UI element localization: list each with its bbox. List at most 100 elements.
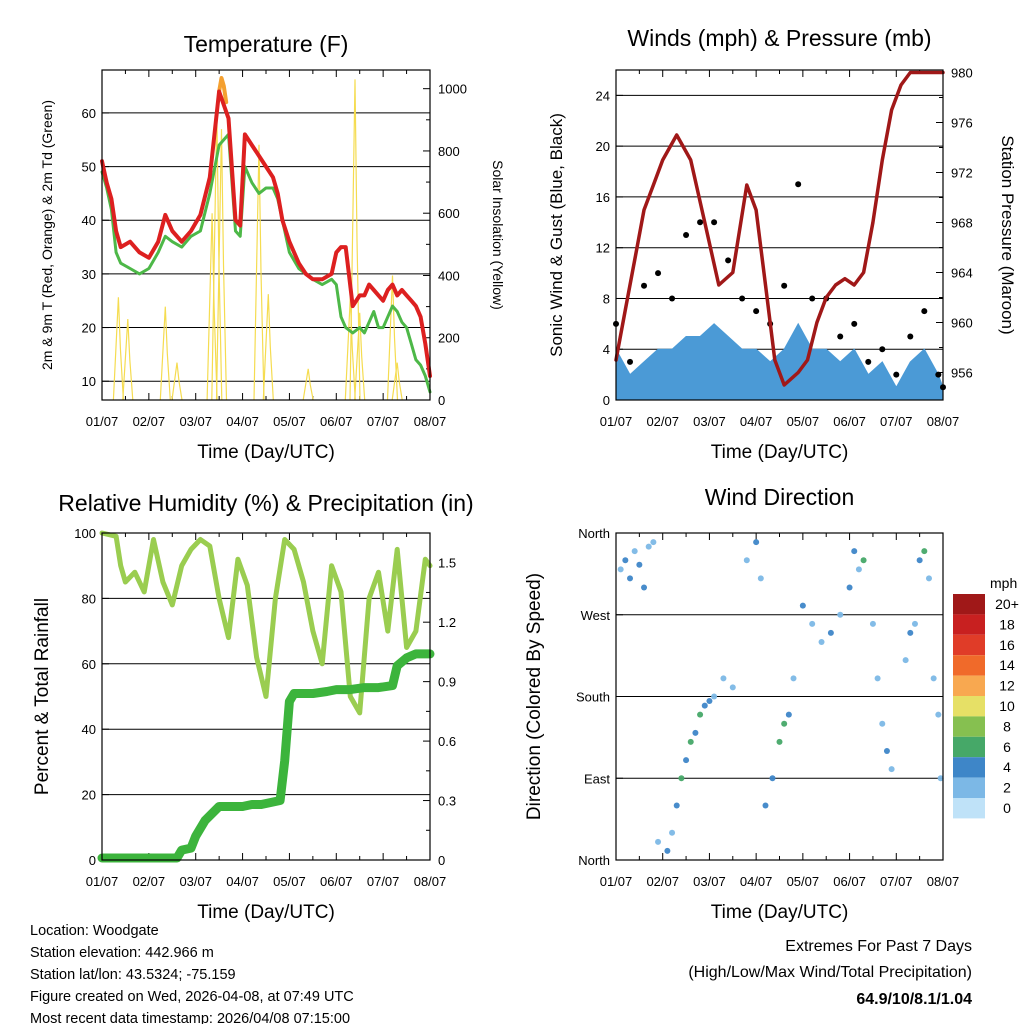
direction-point (701, 702, 708, 709)
elevation-text: Station elevation: 442.966 m (30, 945, 214, 961)
x-tick-label: 04/07 (740, 414, 773, 429)
legend-label: 16 (999, 637, 1015, 653)
legend-label: 12 (999, 678, 1015, 694)
temp-9m-series (217, 76, 229, 105)
x-tick-label: 01/07 (86, 874, 119, 889)
direction-point (687, 738, 694, 745)
sustained-wind-series (615, 322, 944, 401)
y-right-tick-label: 1.2 (438, 615, 456, 630)
x-tick-label: 08/07 (927, 874, 960, 889)
direction-point (851, 548, 858, 555)
gust-point (837, 333, 844, 340)
direction-point (753, 539, 760, 546)
x-tick-label: 03/07 (693, 414, 726, 429)
x-tick-label: 05/07 (273, 414, 306, 429)
x-tick-label: 02/07 (646, 414, 679, 429)
y-right-tick-label: 956 (951, 366, 973, 381)
x-tick-label: 07/07 (367, 874, 400, 889)
location-text: Location: Woodgate (30, 923, 159, 939)
wind-direction-panel: Wind Direction Time (Day/UTC) Direction (C… (524, 484, 959, 923)
gust-point (865, 358, 872, 365)
direction-point (743, 557, 750, 564)
y-tick-label: 16 (596, 190, 610, 205)
gust-point (669, 295, 676, 302)
direction-point (636, 561, 643, 568)
legend-swatch (953, 798, 985, 819)
direction-point (650, 539, 657, 546)
winds-panel: Winds (mph) & Pressure (mb) Time (Day/UTC… (547, 25, 1017, 463)
x-tick-label: 06/07 (833, 414, 866, 429)
solar-peak (159, 306, 171, 401)
y-tick-label: 80 (82, 591, 96, 606)
x-axis-label: Time (Day/UTC) (711, 902, 849, 923)
direction-point (631, 548, 638, 555)
chart-title: Relative Humidity (%) & Precipitation (i… (58, 490, 473, 516)
gust-point (753, 308, 760, 315)
solar-peak (302, 368, 314, 401)
extremes-subtitle: (High/Low/Max Wind/Total Precipitation) (688, 964, 972, 981)
direction-point (678, 775, 685, 782)
x-tick-label: 05/07 (273, 874, 306, 889)
gust-point (795, 181, 802, 188)
direction-point (673, 802, 680, 809)
legend-swatch (953, 757, 985, 778)
x-tick-label: 05/07 (787, 414, 820, 429)
y-axis-right-label: Solar Insolation (Yellow) (490, 160, 506, 310)
y-tick-label: 40 (82, 722, 96, 737)
solar-insolation-series (112, 79, 403, 401)
gust-point (879, 346, 886, 353)
chart-title: Temperature (F) (184, 31, 349, 57)
y-right-tick-label: 964 (951, 266, 973, 281)
y-tick-label: East (584, 771, 610, 786)
y-tick-label: 20 (82, 321, 96, 336)
x-tick-label: 01/07 (86, 414, 119, 429)
gust-point (697, 219, 704, 226)
plot-frame (101, 532, 431, 861)
legend-swatch (953, 716, 985, 737)
gust-series (613, 181, 946, 391)
legend-label: 0 (1003, 800, 1011, 816)
y-tick-label: 8 (603, 291, 610, 306)
gust-point (725, 257, 732, 264)
direction-point (762, 802, 769, 809)
direction-point (617, 566, 624, 573)
x-tick-label: 07/07 (367, 414, 400, 429)
y-axis-label: Percent & Total Rainfall (32, 598, 53, 795)
direction-point (697, 711, 704, 718)
y-axis-label: Direction (Colored By Speed) (524, 573, 545, 820)
direction-point (711, 693, 718, 700)
x-tick-label: 01/07 (600, 874, 633, 889)
direction-point (683, 757, 690, 764)
direction-point (776, 738, 783, 745)
y-axis-right-label: Station Pressure (Maroon) (998, 135, 1017, 334)
y-tick-label: 24 (596, 88, 610, 103)
legend-swatch (953, 634, 985, 656)
x-tick-label: 03/07 (179, 414, 212, 429)
created-text: Figure created on Wed, 2026-04-08, at 07… (30, 989, 354, 1005)
direction-point (757, 575, 764, 582)
legend-unit: mph (990, 575, 1017, 591)
direction-point (664, 847, 671, 854)
y-tick-label: 4 (603, 342, 610, 357)
y-right-tick-label: 0.6 (438, 734, 456, 749)
x-tick-label: 02/07 (646, 874, 679, 889)
direction-point (930, 675, 937, 682)
x-axis-label: Time (Day/UTC) (197, 902, 335, 923)
x-tick-label: 07/07 (880, 414, 913, 429)
gust-point (683, 232, 690, 238)
y-tick-label: North (578, 853, 610, 868)
x-tick-label: 03/07 (179, 874, 212, 889)
legend-swatch (953, 736, 985, 758)
gust-point (655, 270, 662, 277)
plot-frame (615, 532, 944, 861)
x-tick-label: 06/07 (320, 874, 353, 889)
x-tick-label: 03/07 (693, 874, 726, 889)
direction-point (902, 657, 909, 664)
x-axis-label: Time (Day/UTC) (197, 442, 335, 463)
y-right-tick-label: 976 (951, 116, 973, 131)
legend-swatch (953, 614, 985, 635)
gust-point (739, 295, 746, 302)
direction-point (781, 720, 788, 727)
direction-point (883, 748, 890, 754)
direction-point (837, 611, 844, 618)
